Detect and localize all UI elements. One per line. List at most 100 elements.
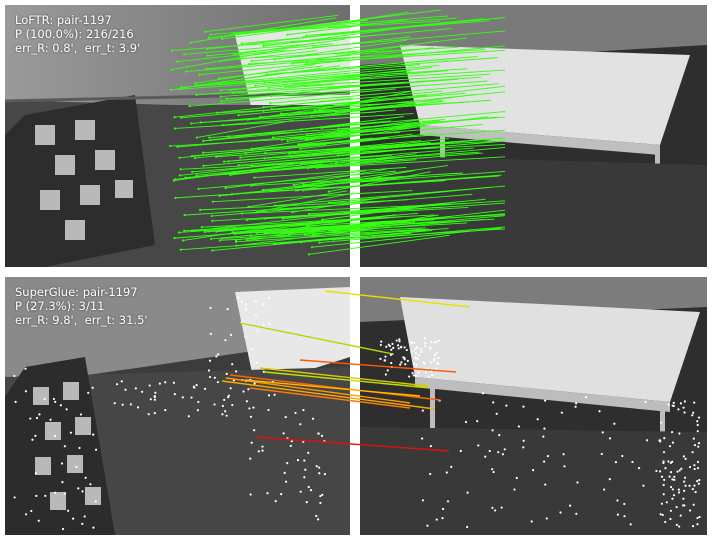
- top-right-image: [360, 5, 707, 267]
- superglue-keypoint-left: [208, 359, 212, 362]
- superglue-keypoint-right: [477, 444, 480, 447]
- superglue-keypoint-right: [668, 475, 671, 478]
- superglue-keypoint-left: [240, 300, 243, 303]
- superglue-keypoint-left: [224, 339, 227, 342]
- superglue-keypoint-right: [544, 483, 547, 486]
- superglue-keypoint-right: [637, 466, 641, 470]
- superglue-keypoint-right: [684, 476, 687, 479]
- superglue-keypoint-right: [660, 502, 663, 505]
- superglue-keypoint-right: [395, 339, 398, 342]
- superglue-keypoint-left: [316, 518, 320, 521]
- superglue-keypoint-right: [696, 430, 699, 433]
- superglue-keypoint-left: [75, 465, 78, 469]
- top-precision: P (100.0%): 216/216: [15, 27, 134, 41]
- superglue-keypoint-right: [696, 420, 699, 423]
- superglue-keypoint-left: [61, 527, 65, 531]
- superglue-keypoint-left: [286, 437, 289, 440]
- superglue-keypoint-right: [421, 499, 425, 502]
- superglue-keypoint-right: [662, 483, 665, 487]
- superglue-keypoint-right: [629, 523, 632, 526]
- superglue-keypoint-left: [49, 418, 52, 421]
- superglue-keypoint-left: [241, 379, 244, 382]
- superglue-keypoint-left: [216, 353, 220, 356]
- superglue-keypoint-right: [424, 342, 427, 345]
- superglue-keypoint-right: [688, 465, 692, 469]
- superglue-keypoint-left: [244, 303, 247, 306]
- superglue-keypoint-left: [24, 390, 28, 393]
- superglue-keypoint-left: [61, 481, 64, 484]
- superglue-keypoint-left: [13, 496, 16, 499]
- superglue-keypoint-left: [81, 490, 84, 493]
- superglue-keypoint-left: [71, 517, 75, 520]
- superglue-keypoint-right: [683, 480, 686, 483]
- superglue-keypoint-left: [44, 494, 47, 497]
- superglue-keypoint-right: [669, 509, 673, 512]
- superglue-keypoint-right: [411, 350, 414, 353]
- superglue-keypoint-right: [536, 418, 539, 421]
- superglue-keypoint-right: [614, 461, 618, 464]
- superglue-keypoint-right: [413, 341, 416, 344]
- superglue-keypoint-right: [696, 480, 699, 483]
- superglue-keypoint-right: [608, 437, 612, 440]
- superglue-keypoint-right: [431, 373, 434, 377]
- superglue-keypoint-left: [318, 466, 321, 469]
- superglue-keypoint-left: [273, 393, 276, 396]
- superglue-keypoint-right: [616, 499, 619, 502]
- superglue-keypoint-right: [390, 365, 393, 369]
- superglue-keypoint-right: [488, 449, 491, 453]
- superglue-keypoint-right: [437, 362, 440, 365]
- superglue-keypoint-left: [213, 403, 216, 406]
- superglue-keypoint-right: [684, 457, 687, 460]
- superglue-keypoint-left: [221, 404, 224, 408]
- superglue-keypoint-right: [397, 344, 400, 347]
- superglue-keypoint-right: [692, 411, 695, 414]
- superglue-keypoint-right: [697, 441, 701, 445]
- superglue-keypoint-right: [673, 475, 676, 478]
- superglue-keypoint-left: [309, 489, 313, 492]
- superglue-keypoint-left: [89, 483, 92, 486]
- superglue-keypoint-right: [613, 422, 616, 425]
- superglue-keypoint-left: [92, 526, 95, 529]
- superglue-keypoint-right: [598, 410, 601, 413]
- superglue-keypoint-right: [569, 504, 572, 507]
- top-caption: LoFTR: pair-1197 P (100.0%): 216/216 err…: [15, 13, 140, 55]
- superglue-keypoint-left: [262, 303, 265, 306]
- superglue-keypoint-right: [671, 497, 674, 500]
- superglue-keypoint-right: [576, 481, 579, 484]
- superglue-keypoint-right: [459, 449, 462, 453]
- superglue-keypoint-left: [244, 379, 248, 383]
- superglue-keypoint-right: [683, 400, 686, 403]
- superglue-keypoint-right: [386, 369, 389, 372]
- superglue-keypoint-right: [678, 469, 681, 472]
- superglue-keypoint-right: [427, 375, 430, 378]
- superglue-keypoint-left: [87, 391, 90, 394]
- superglue-keypoint-right: [380, 340, 383, 343]
- superglue-keypoint-right: [675, 505, 678, 509]
- superglue-keypoint-right: [545, 517, 548, 520]
- superglue-keypoint-left: [296, 459, 300, 462]
- superglue-keypoint-right: [644, 400, 647, 403]
- superglue-keypoint-right: [679, 514, 682, 517]
- superglue-keypoint-right: [688, 509, 692, 512]
- superglue-keypoint-right: [642, 484, 645, 487]
- superglue-keypoint-left: [37, 519, 40, 522]
- superglue-keypoint-left: [81, 522, 84, 525]
- superglue-keypoint-left: [289, 444, 292, 447]
- superglue-keypoint-right: [671, 441, 675, 444]
- superglue-keypoint-right: [698, 515, 701, 519]
- superglue-keypoint-left: [249, 378, 252, 381]
- superglue-keypoint-right: [414, 356, 417, 359]
- superglue-keypoint-right: [409, 340, 412, 343]
- superglue-keypoint-right: [691, 414, 694, 417]
- superglue-keypoint-left: [69, 431, 73, 434]
- superglue-keypoint-left: [92, 433, 95, 436]
- superglue-keypoint-left: [54, 400, 57, 403]
- superglue-keypoint-left: [267, 408, 270, 412]
- superglue-keypoint-left: [268, 322, 271, 325]
- superglue-keypoint-right: [669, 517, 672, 521]
- superglue-keypoint-left: [304, 468, 307, 471]
- superglue-keypoint-left: [78, 446, 81, 450]
- superglue-keypoint-right: [427, 367, 430, 370]
- superglue-keypoint-right: [429, 361, 432, 364]
- superglue-keypoint-right: [491, 429, 494, 432]
